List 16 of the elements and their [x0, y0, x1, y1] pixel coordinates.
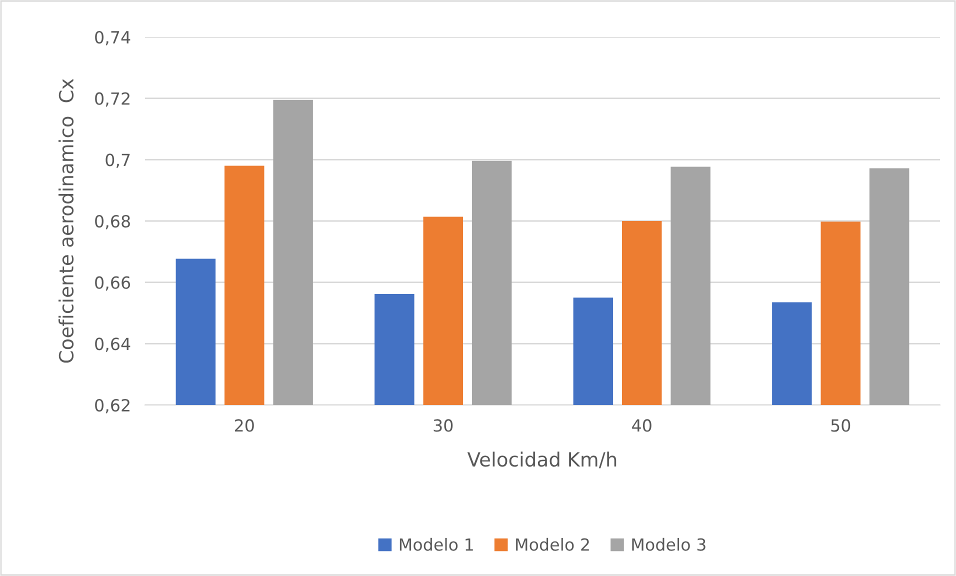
legend-label: Modelo 2 [516, 538, 589, 551]
y-tick-label: 0,66 [95, 276, 130, 291]
y-axis-title: Coeficiente aerodinamico Cx [58, 78, 74, 363]
y-tick-label: 0,7 [106, 154, 130, 168]
x-tick-label: 50 [831, 419, 850, 432]
y-tick-label: 0,62 [95, 398, 130, 414]
x-tick-label: 30 [434, 419, 453, 432]
x-tick-label: 40 [632, 419, 652, 432]
x-tick-label: 20 [234, 419, 254, 432]
y-tick-label: 0,68 [95, 214, 130, 230]
legend-label: Modelo 1 [400, 538, 473, 551]
legend-label: Modelo 3 [632, 538, 706, 551]
y-tick-label: 0,74 [95, 30, 130, 46]
y-tick-label: 0,64 [95, 338, 130, 352]
y-tick-label: 0,72 [95, 92, 130, 107]
x-axis-title: Velocidad Km/h [467, 452, 616, 468]
